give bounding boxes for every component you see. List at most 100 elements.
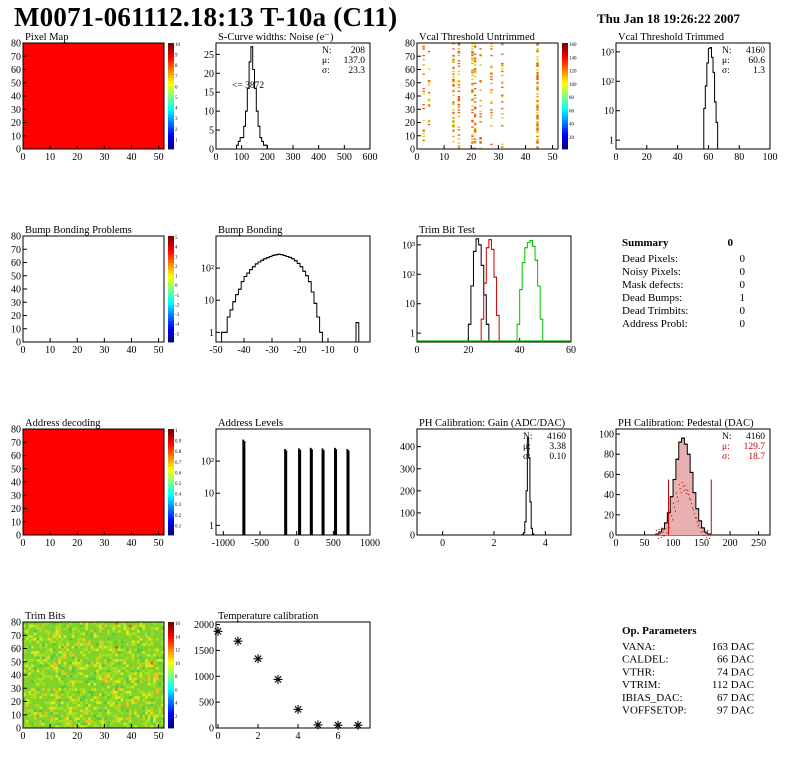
heatmap-cell — [98, 672, 102, 676]
hist-hatch-dot — [685, 488, 687, 491]
heatmap-cell — [147, 622, 151, 625]
colorbar-label: -5 — [175, 332, 180, 337]
heatmap-cell — [77, 640, 81, 644]
heatmap-cell — [452, 76, 455, 78]
heatmap-cell — [112, 635, 116, 639]
heatmap-cell — [77, 653, 81, 657]
x-tick-label: 10 — [45, 538, 55, 549]
heatmap-cell — [479, 53, 482, 55]
heatmap-cell — [120, 725, 124, 729]
heatmap-cell — [473, 122, 477, 124]
heatmap-cell — [39, 714, 43, 718]
heatmap-cell — [107, 701, 111, 705]
heatmap-cell — [98, 664, 102, 668]
heatmap-cell — [52, 682, 56, 686]
heatmap-cell — [139, 637, 143, 641]
heatmap-cell — [69, 672, 73, 676]
heatmap-cell — [23, 672, 27, 676]
heatmap-cell — [101, 712, 105, 716]
heatmap-cell — [82, 643, 86, 647]
heatmap-cell — [422, 93, 425, 95]
colorbar-segment — [168, 328, 174, 332]
heatmap-cell — [427, 119, 431, 122]
heatmap-cell — [90, 712, 94, 716]
heatmap-cell — [90, 690, 94, 694]
heatmap-cell — [98, 622, 102, 625]
heatmap-cell — [457, 80, 461, 82]
heatmap-cell — [88, 675, 92, 678]
heatmap-cell — [158, 637, 162, 641]
hist-hatch-dot — [705, 532, 707, 535]
heatmap-cell — [422, 64, 425, 66]
heatmap-cell — [66, 672, 70, 676]
heatmap-cell — [150, 688, 154, 692]
heatmap-cell — [79, 672, 83, 676]
heatmap-cell — [153, 698, 157, 702]
colorbar-segment — [168, 682, 174, 686]
heatmap-cell — [112, 645, 116, 649]
heatmap-cell — [96, 629, 100, 633]
hist-hatch-dot — [672, 502, 675, 504]
heatmap-cell — [128, 627, 132, 631]
heatmap-cell — [23, 624, 27, 628]
colorbar-segment — [168, 667, 174, 671]
heatmap-cell — [131, 669, 135, 673]
heatmap-cell — [117, 669, 121, 673]
heatmap-cell — [150, 725, 154, 729]
heatmap-cell — [47, 693, 51, 697]
heatmap-cell — [31, 667, 35, 670]
overflow-annotation: <= 3872 — [232, 81, 264, 91]
heatmap-cell — [88, 725, 92, 729]
heatmap-cell — [150, 696, 154, 700]
heatmap-cell — [69, 677, 73, 681]
heatmap-cell — [60, 622, 64, 625]
heatmap-cell — [90, 682, 94, 686]
heatmap-cell — [473, 127, 477, 130]
heatmap-cell — [55, 624, 59, 628]
heatmap-cell — [123, 682, 127, 686]
heatmap-cell — [123, 656, 127, 660]
heatmap-cell — [93, 677, 97, 681]
heatmap-cell — [85, 651, 89, 655]
colorbar-segment — [168, 521, 174, 525]
heatmap-cell — [153, 637, 157, 641]
heatmap-cell — [69, 714, 73, 718]
heatmap-cell — [96, 704, 100, 708]
heatmap-cell — [25, 675, 29, 678]
heatmap-cell — [150, 656, 154, 660]
heatmap-cell — [44, 648, 48, 652]
heatmap-cell — [66, 717, 70, 721]
heatmap-cell — [88, 696, 92, 700]
heatmap-cell — [136, 677, 140, 681]
heatmap-cell — [88, 693, 92, 697]
heatmap-cell — [98, 629, 102, 633]
heatmap-cell — [82, 677, 86, 681]
colorbar-segment — [168, 275, 174, 279]
heatmap-cell — [153, 682, 157, 686]
panel-12: PH Calibration: Pedestal (DAC)0 50 100 150 2… — [599, 418, 771, 549]
x-tick-label: 0 — [216, 731, 221, 742]
heatmap-cell — [145, 637, 149, 641]
heatmap-cell — [126, 637, 130, 641]
y-tick-label: 20 — [11, 504, 21, 515]
heatmap-cell — [85, 704, 89, 708]
heatmap-cell — [82, 632, 86, 636]
heatmap-cell — [39, 669, 43, 673]
heatmap-cell — [452, 60, 455, 62]
heatmap-cell — [104, 632, 108, 636]
table-row-label: Noisy Pixels: — [622, 266, 681, 278]
heatmap-cell — [25, 688, 29, 692]
heatmap-cell — [155, 682, 159, 686]
heatmap-cell — [147, 701, 151, 705]
heatmap-cell — [98, 701, 102, 705]
colorbar-segment — [168, 302, 174, 306]
heatmap-cell — [142, 640, 146, 644]
heatmap-cell — [33, 640, 37, 644]
heatmap-cell — [117, 717, 121, 721]
heatmap-cell — [153, 717, 157, 721]
heatmap-cell — [31, 629, 35, 633]
heatmap-cell — [74, 693, 78, 697]
heatmap-cell — [60, 709, 64, 713]
heatmap-cell — [427, 123, 431, 126]
colorbar-segment — [562, 58, 568, 62]
